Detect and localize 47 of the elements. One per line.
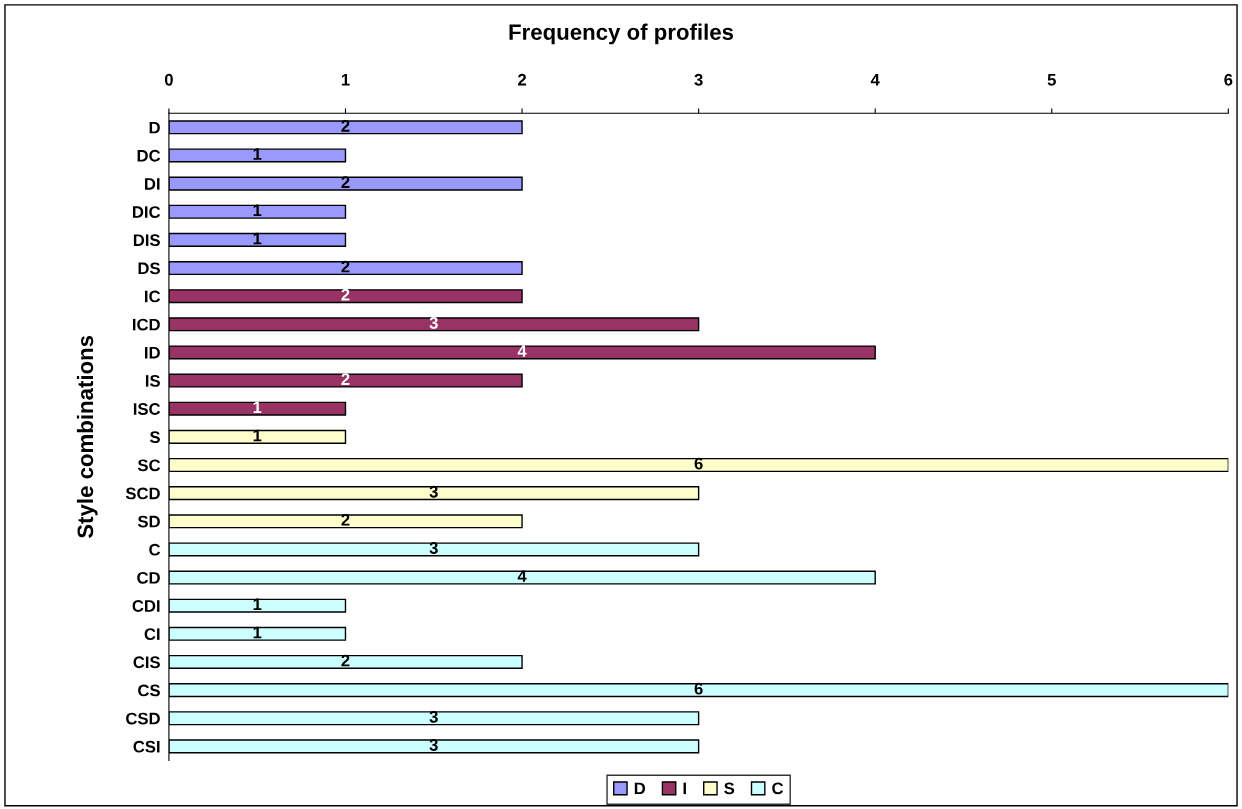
x-tick-label: 2 (518, 73, 527, 86)
data-label: 3 (429, 710, 438, 723)
y-tick-label: DIC (132, 206, 161, 218)
y-tick-label: CSD (126, 712, 160, 725)
data-label: 3 (429, 739, 438, 751)
x-tick-label: 3 (694, 73, 703, 86)
data-label: 1 (253, 401, 262, 414)
y-tick-label: CD (137, 571, 160, 584)
data-label: 2 (341, 288, 350, 301)
data-label: 2 (341, 513, 350, 526)
data-label: 2 (341, 120, 350, 132)
y-tick-label: C (149, 543, 161, 556)
legend-label: I (683, 782, 686, 795)
x-tick-label: 1 (341, 74, 350, 86)
y-tick-label: DIS (133, 234, 160, 247)
legend-label: D (634, 782, 646, 795)
data-label: 4 (517, 345, 527, 357)
y-tick-label: ID (145, 347, 160, 359)
legend-label: C (772, 782, 784, 795)
y-tick-label: DS (138, 262, 160, 275)
chart-title: Frequency of profiles (509, 23, 734, 45)
y-tick-label: ICD (132, 318, 160, 331)
x-tick-label: 0 (164, 73, 173, 86)
x-tick-label: 5 (1047, 74, 1056, 86)
x-tick-label: 6 (1224, 73, 1233, 86)
y-tick-label: ISC (133, 403, 161, 415)
legend-label: S (724, 782, 735, 795)
data-label: 1 (253, 148, 262, 160)
y-tick-label: CDI (132, 600, 160, 612)
y-tick-label: DC (137, 149, 161, 162)
y-tick-label: SD (137, 515, 160, 528)
y-tick-label: IC (145, 290, 161, 303)
x-tick-label: 4 (870, 74, 880, 86)
y-tick-label: S (149, 431, 160, 444)
y-axis-title: Style combinations (76, 335, 98, 539)
data-label: 3 (429, 316, 438, 329)
data-label: 3 (429, 542, 438, 554)
y-tick-label: CIS (133, 656, 160, 669)
y-tick-label: IS (145, 374, 160, 387)
y-tick-label: CS (138, 684, 160, 697)
y-tick-label: SC (137, 459, 161, 472)
y-tick-label: DI (145, 178, 160, 190)
y-tick-label: SCD (125, 487, 160, 500)
y-tick-label: CSI (133, 740, 160, 753)
data-label: 2 (341, 373, 350, 385)
y-tick-label: D (149, 121, 160, 134)
y-tick-label: CI (144, 628, 160, 641)
